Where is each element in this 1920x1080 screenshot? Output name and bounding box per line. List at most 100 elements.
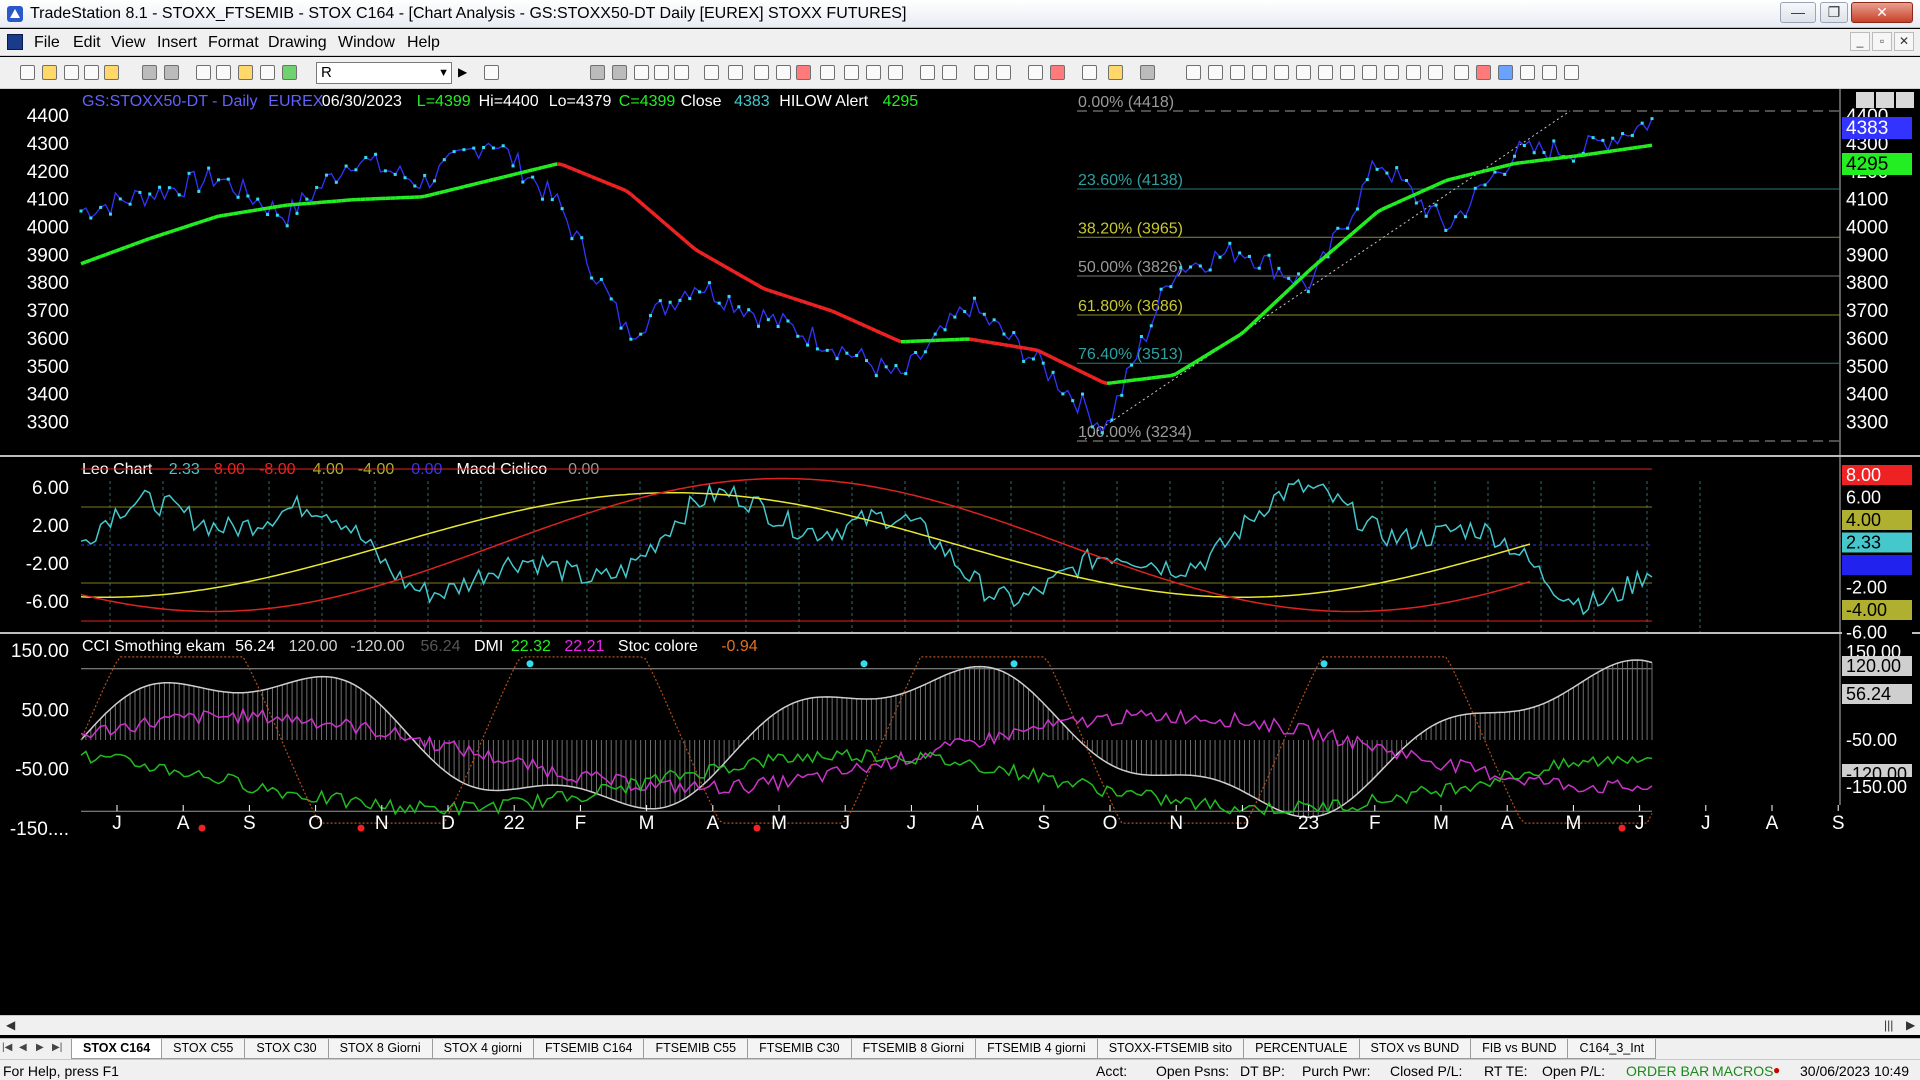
workspace-tab[interactable]: FIB vs BUND (1470, 1039, 1569, 1059)
fib-retracement-icon[interactable] (1252, 65, 1267, 80)
horizontal-lines-icon[interactable] (1230, 65, 1245, 80)
workspace-tab[interactable]: STOXX-FTSEMIB sito (1096, 1039, 1245, 1059)
rectangle-icon[interactable] (1542, 65, 1557, 80)
window-link-icon[interactable] (704, 65, 719, 80)
andrews-pitchfork-icon[interactable] (1318, 65, 1333, 80)
tab-next-icon[interactable]: ▶ (36, 1042, 44, 1053)
workspace-tab[interactable]: PERCENTUALE (1243, 1039, 1360, 1059)
text-tool-icon[interactable] (1564, 65, 1579, 80)
open-folder-icon[interactable] (42, 65, 57, 80)
workspace-tab[interactable]: FTSEMIB C55 (643, 1039, 749, 1059)
workspace-tab[interactable]: STOX C30 (244, 1039, 329, 1059)
chart-grid-icon[interactable] (634, 65, 649, 80)
arrow-tool-icon[interactable] (1340, 65, 1355, 80)
workspace-tab[interactable]: STOX 4 giorni (431, 1039, 534, 1059)
fib-fan-icon[interactable] (1384, 65, 1399, 80)
channel-icon[interactable] (1362, 65, 1377, 80)
chart-style-line-icon[interactable] (612, 65, 627, 80)
workspace-tab[interactable]: FTSEMIB 8 Giorni (850, 1039, 977, 1059)
print-preview-icon[interactable] (164, 65, 179, 80)
time-sales-icon[interactable] (888, 65, 903, 80)
price-series-1-segment (752, 281, 760, 288)
compress-icon[interactable] (942, 65, 957, 80)
menu-format[interactable]: Format (208, 34, 259, 51)
workspace-tab[interactable]: STOX 8 Giorni (327, 1039, 433, 1059)
chart-refresh-icon[interactable] (674, 65, 689, 80)
chart-document-icon[interactable] (7, 34, 23, 50)
vertical-lines-icon[interactable] (1208, 65, 1223, 80)
order-icon[interactable] (866, 65, 881, 80)
workspace-tab[interactable]: FTSEMIB C30 (747, 1039, 852, 1059)
menu-help[interactable]: Help (407, 34, 440, 51)
curve-icon[interactable] (1454, 65, 1469, 80)
tab-prev-icon[interactable]: ◀ (19, 1042, 27, 1053)
workspace-tab[interactable]: FTSEMIB 4 giorni (975, 1039, 1098, 1059)
radar-icon[interactable] (728, 65, 743, 80)
scroll-thumb-icon[interactable]: ||| (1884, 1018, 1894, 1032)
zoom-out-icon[interactable] (996, 65, 1011, 80)
format-icon[interactable] (196, 65, 211, 80)
new-file-icon[interactable] (20, 65, 35, 80)
status-macros[interactable]: MACROS (1712, 1063, 1774, 1079)
workspace-tab[interactable]: FTSEMIB C164 (532, 1039, 645, 1059)
alert-icon[interactable] (796, 65, 811, 80)
workspace-tab[interactable]: STOX C164 (71, 1039, 163, 1059)
brush-icon[interactable] (260, 65, 275, 80)
disabled-tool-icon[interactable] (1140, 65, 1155, 80)
arrow-down-icon[interactable] (1476, 65, 1491, 80)
symbol-input[interactable]: R ▼ (316, 62, 452, 84)
news-icon[interactable] (820, 65, 835, 80)
play-icon[interactable]: ▶ (458, 65, 468, 79)
new-window-icon[interactable] (64, 65, 79, 80)
tab-last-icon[interactable]: ▶| (52, 1042, 63, 1053)
indicator-icon[interactable] (282, 65, 297, 80)
menu-file[interactable]: File (34, 34, 60, 51)
scroll-left-icon[interactable]: ◀ (6, 1018, 16, 1032)
minimize-button[interactable]: — (1780, 2, 1816, 23)
chevron-down-icon[interactable]: ▼ (438, 67, 449, 79)
quotes-icon[interactable] (776, 65, 791, 80)
horizontal-scrollbar[interactable]: ◀ ||| ▶ (0, 1015, 1920, 1035)
menu-view[interactable]: View (111, 34, 146, 51)
menu-window[interactable]: Window (338, 34, 395, 51)
workspace-tab[interactable]: STOX vs BUND (1358, 1039, 1472, 1059)
data-tip-icon[interactable] (1050, 65, 1065, 80)
mdi-minimize-button[interactable]: _ (1850, 32, 1870, 51)
ellipse-icon[interactable] (1520, 65, 1535, 80)
find-symbol-icon[interactable] (484, 65, 499, 80)
strategy-icon[interactable] (1108, 65, 1123, 80)
lock-icon[interactable] (238, 65, 253, 80)
status-order-bar[interactable]: ORDER BAR (1626, 1063, 1710, 1079)
symbol-list-icon[interactable] (216, 65, 231, 80)
scroll-right-icon[interactable]: ▶ (1906, 1018, 1916, 1032)
chart-analysis-window[interactable]: GS:STOXX50-DT - Daily EUREX 06/30/2023 L=43… (0, 89, 1920, 1025)
mdi-restore-button[interactable]: ▫ (1872, 32, 1892, 51)
close-button[interactable]: ✕ (1851, 2, 1913, 23)
time-zones-icon[interactable] (1428, 65, 1443, 80)
chart-candles-icon[interactable] (654, 65, 669, 80)
trendline-icon[interactable] (1186, 65, 1201, 80)
mdi-close-button[interactable]: ✕ (1894, 32, 1914, 51)
bars-icon[interactable] (844, 65, 859, 80)
speed-lines-icon[interactable] (1274, 65, 1289, 80)
menu-edit[interactable]: Edit (73, 34, 101, 51)
gann-fan-icon[interactable] (1296, 65, 1311, 80)
chart-style-bar-icon[interactable] (590, 65, 605, 80)
workspace-tab[interactable]: STOX C55 (161, 1039, 246, 1059)
tab-first-icon[interactable]: |◀ (2, 1042, 13, 1053)
move-bars-icon[interactable] (920, 65, 935, 80)
menu-insert[interactable]: Insert (157, 34, 198, 51)
pointer-icon[interactable] (1028, 65, 1043, 80)
arrow-up-icon[interactable] (1498, 65, 1513, 80)
menu-drawing[interactable]: Drawing (268, 34, 327, 51)
fib-arcs-icon[interactable] (1406, 65, 1421, 80)
tools-icon[interactable] (1082, 65, 1097, 80)
workspace-icon[interactable] (104, 65, 119, 80)
scanner-icon[interactable] (754, 65, 769, 80)
maximize-button[interactable]: ❐ (1820, 2, 1848, 23)
print-icon[interactable] (142, 65, 157, 80)
copy-icon[interactable] (84, 65, 99, 80)
workspace-tab[interactable]: C164_3_Int (1567, 1039, 1657, 1059)
zoom-in-icon[interactable] (974, 65, 989, 80)
